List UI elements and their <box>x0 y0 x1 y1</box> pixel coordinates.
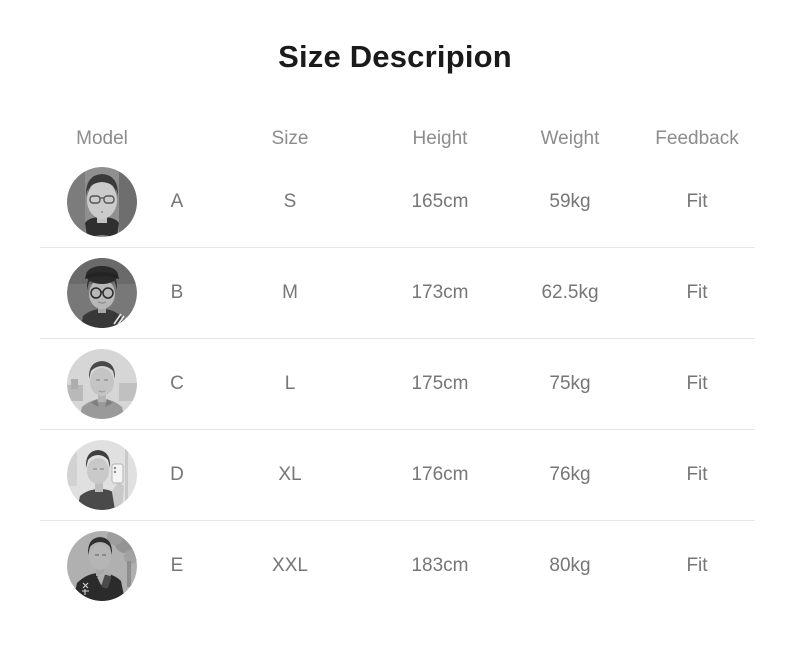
model-e-avatar <box>40 531 164 601</box>
table-row: A S 165cm 59kg Fit <box>40 157 755 247</box>
model-letter: D <box>170 464 184 485</box>
header-size: Size <box>271 128 309 149</box>
header-feedback: Feedback <box>655 128 739 149</box>
portrait-man-outdoors-icon <box>67 349 137 419</box>
height-value: 173cm <box>411 282 469 303</box>
model-b-avatar <box>40 258 164 328</box>
table-row: B M 173cm 62.5kg Fit <box>40 247 755 338</box>
page-title: Size Descripion <box>278 39 512 74</box>
model-a-avatar <box>40 167 164 237</box>
portrait-man-glasses-closeup-icon <box>67 167 137 237</box>
header-height: Height <box>412 128 468 149</box>
model-letter: C <box>170 373 184 394</box>
table-row: E XXL 183cm 80kg Fit <box>40 520 755 611</box>
feedback-value: Fit <box>686 282 708 303</box>
table-header-row: Model Size Height Weight Feedback <box>40 121 755 157</box>
feedback-value: Fit <box>686 373 708 394</box>
size-value: S <box>283 191 297 212</box>
portrait-man-dark-jacket-selfie-icon <box>67 531 137 601</box>
size-value: XL <box>278 464 302 485</box>
height-value: 165cm <box>411 191 469 212</box>
table-row: D XL 176cm 76kg Fit <box>40 429 755 520</box>
weight-value: 80kg <box>549 555 591 576</box>
weight-value: 62.5kg <box>541 282 599 303</box>
height-value: 176cm <box>411 464 469 485</box>
model-d-avatar <box>40 440 164 510</box>
height-value: 175cm <box>411 373 469 394</box>
header-weight: Weight <box>540 128 600 149</box>
size-table: Model Size Height Weight Feedback <box>40 121 755 611</box>
feedback-value: Fit <box>686 464 708 485</box>
size-value: M <box>282 282 298 303</box>
height-value: 183cm <box>411 555 469 576</box>
model-letter: E <box>170 555 184 576</box>
portrait-man-mirror-selfie-icon <box>67 440 137 510</box>
weight-value: 76kg <box>549 464 591 485</box>
weight-value: 75kg <box>549 373 591 394</box>
model-c-avatar <box>40 349 164 419</box>
feedback-value: Fit <box>686 555 708 576</box>
model-letter: A <box>170 191 184 212</box>
header-model: Model <box>76 128 128 149</box>
size-value: XXL <box>272 555 308 576</box>
model-letter: B <box>170 282 184 303</box>
feedback-value: Fit <box>686 191 708 212</box>
weight-value: 59kg <box>549 191 591 212</box>
table-row: C L 175cm 75kg Fit <box>40 338 755 429</box>
size-value: L <box>284 373 296 394</box>
portrait-man-cap-glasses-icon <box>67 258 137 328</box>
